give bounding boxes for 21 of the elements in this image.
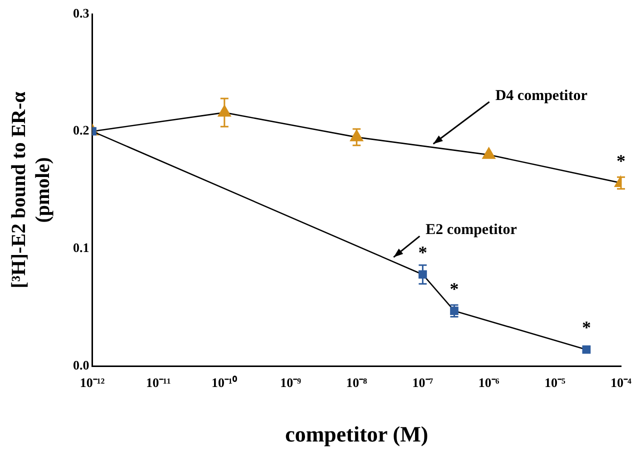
y-axis-title: [³H]-E2 bound to ER-α (pmole): [8, 92, 54, 288]
x-tick-label: 10⁻⁹: [280, 375, 302, 390]
x-tick-label: 10⁻⁸: [346, 375, 368, 390]
y-tick-label: 0.2: [73, 122, 90, 138]
x-tick-label: 10⁻¹¹: [146, 375, 171, 390]
x-tick-label: 10⁻¹⁰: [211, 375, 238, 390]
text: D4 competitor: [495, 88, 588, 104]
annotation: *: [450, 278, 459, 299]
x-axis-title: competitor (M): [285, 421, 428, 446]
x-tick-label: 10⁻⁴: [610, 375, 632, 390]
y-tick-label: 0.0: [73, 357, 90, 372]
text: E2 competitor: [426, 222, 518, 238]
annotation: *: [582, 318, 591, 338]
x-tick-label: 10⁻⁵: [544, 375, 566, 390]
y-tick-label: 0.3: [73, 5, 90, 20]
annotation: *: [616, 150, 626, 171]
x-tick-label: 10⁻¹²: [80, 375, 105, 390]
x-tick-label: 10⁻⁶: [478, 375, 500, 390]
annotation: *: [418, 242, 428, 262]
x-tick-label: 10⁻⁷: [412, 375, 434, 390]
y-tick-label: 0.1: [73, 240, 90, 256]
